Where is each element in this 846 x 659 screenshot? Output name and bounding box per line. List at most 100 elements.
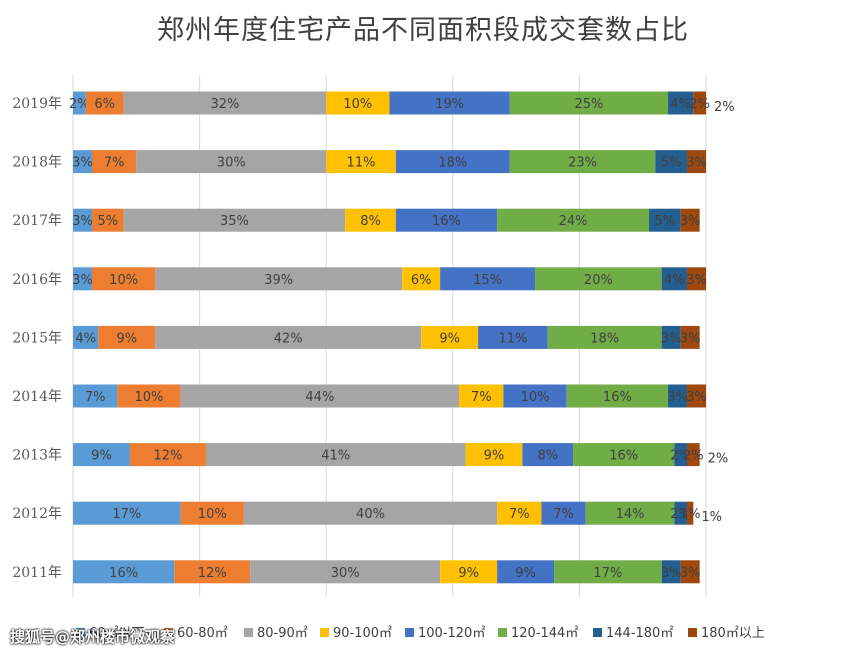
data-label: 14% xyxy=(616,507,645,522)
data-label: 7% xyxy=(85,390,106,405)
bar-segment xyxy=(155,267,403,291)
bar-segment xyxy=(421,325,479,349)
legend-swatch xyxy=(688,628,697,637)
data-label: 9% xyxy=(458,566,479,581)
bar-segment xyxy=(680,325,700,349)
data-label: 3% xyxy=(661,566,682,581)
legend-swatch xyxy=(320,628,329,637)
legend-label: 90-100㎡ xyxy=(333,626,392,641)
data-label: 3% xyxy=(72,214,93,229)
data-label: 9% xyxy=(439,331,460,346)
bar-segment xyxy=(123,208,346,232)
data-label: 17% xyxy=(593,566,622,581)
bar-segment xyxy=(661,267,688,291)
bar-segment xyxy=(547,325,662,349)
legend-swatch xyxy=(405,628,414,637)
bar-segment xyxy=(687,384,706,408)
bar-segment xyxy=(73,384,118,408)
bar-segment xyxy=(73,501,181,525)
category-label: 2013年 xyxy=(12,448,62,464)
bar-segment xyxy=(585,501,675,525)
data-label: 23% xyxy=(568,156,597,171)
data-label: 8% xyxy=(360,214,381,229)
data-label: 4% xyxy=(670,97,691,112)
bar-segment xyxy=(91,208,124,232)
bar-segment xyxy=(509,150,656,174)
bar-segment xyxy=(497,560,555,584)
data-label: 12% xyxy=(153,449,182,464)
bar-segment xyxy=(668,91,694,115)
data-label: 10% xyxy=(109,273,138,288)
bar-segment xyxy=(326,91,390,115)
bar-segment xyxy=(668,384,688,408)
bar-segment xyxy=(465,443,523,467)
data-label: 6% xyxy=(94,97,115,112)
data-label: 20% xyxy=(584,273,613,288)
legend-swatch xyxy=(244,628,253,637)
data-label: 8% xyxy=(537,449,558,464)
data-label: 2% xyxy=(689,97,710,112)
data-label: 3% xyxy=(72,156,93,171)
data-label: 3% xyxy=(72,273,93,288)
bar-segment xyxy=(91,267,156,291)
bar-segment xyxy=(180,384,460,408)
data-label: 18% xyxy=(438,156,467,171)
category-label: 2014年 xyxy=(12,389,62,405)
data-label: 3% xyxy=(667,390,688,405)
bar-segment xyxy=(440,560,498,584)
bar-segment xyxy=(250,560,441,584)
category-label: 2017年 xyxy=(12,213,62,229)
bar-segment xyxy=(693,91,706,115)
data-label: 10% xyxy=(521,390,550,405)
bar-segment xyxy=(440,267,536,291)
bar-segment xyxy=(117,384,181,408)
data-label: 9% xyxy=(484,449,505,464)
data-label: 4% xyxy=(75,331,96,346)
bar-segment xyxy=(497,208,650,232)
data-label: 3% xyxy=(680,331,701,346)
data-label: 7% xyxy=(553,507,574,522)
data-label: 35% xyxy=(220,214,249,229)
bar-segment xyxy=(554,560,662,584)
legend-label: 60㎡以下 xyxy=(89,626,145,641)
data-label: 1% xyxy=(680,507,701,522)
data-label: 41% xyxy=(321,449,350,464)
data-label: 32% xyxy=(210,97,239,112)
bar-segment xyxy=(91,150,137,174)
bar-segment xyxy=(402,267,441,291)
bar-segment xyxy=(478,325,548,349)
bar-segment xyxy=(649,208,681,232)
bar-segment xyxy=(73,443,130,467)
data-label: 16% xyxy=(609,449,638,464)
bar-segment xyxy=(73,560,175,584)
bar-segment xyxy=(395,208,498,232)
data-label: 7% xyxy=(104,156,125,171)
data-label: 12% xyxy=(198,566,227,581)
bar-segment xyxy=(243,501,498,525)
bar-segment xyxy=(73,267,92,291)
bar-segment xyxy=(535,267,662,291)
category-label: 2018年 xyxy=(12,155,62,171)
data-label: 4% xyxy=(664,273,685,288)
data-label: 19% xyxy=(435,97,464,112)
bar-segment xyxy=(655,150,688,174)
outside-data-label: 2% xyxy=(714,100,735,115)
legend-label: 120-144㎡ xyxy=(511,626,578,641)
outside-data-label: 2% xyxy=(708,452,729,467)
data-label: 2% xyxy=(683,449,704,464)
data-label: 30% xyxy=(217,156,246,171)
data-label: 3% xyxy=(680,566,701,581)
outside-data-label: 1% xyxy=(701,510,722,525)
bar-segment xyxy=(674,501,688,525)
data-label: 5% xyxy=(655,214,676,229)
bar-segment xyxy=(687,501,694,525)
bar-segment xyxy=(661,560,681,584)
bar-segment xyxy=(345,208,396,232)
data-label: 5% xyxy=(98,214,119,229)
legend-swatch xyxy=(76,628,85,637)
bar-segment xyxy=(687,443,700,467)
data-label: 3% xyxy=(686,273,707,288)
legend-label: 80-90㎡ xyxy=(257,626,308,641)
data-label: 9% xyxy=(91,449,112,464)
